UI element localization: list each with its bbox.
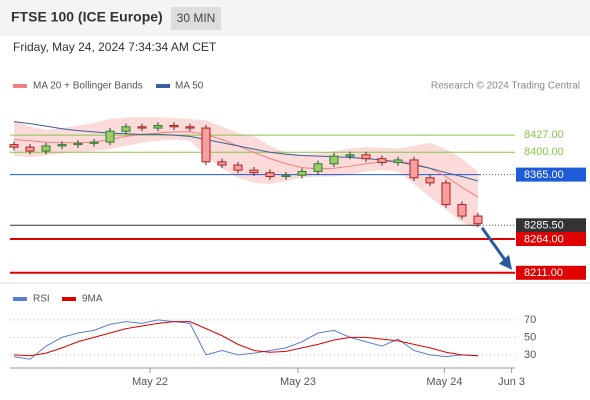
candle-body [473,215,483,225]
legend-label: RSI [33,294,50,305]
level-label: 8211.00 [524,267,563,279]
candle-body [297,170,307,176]
candle-body [153,125,163,129]
x-tick-label: Jun 3 [498,376,525,388]
candle-body [233,164,243,171]
candle-body [265,172,275,178]
timeframe-tag [171,7,221,30]
level-label: 8285.50 [524,220,564,232]
candle-body [441,182,451,206]
forecast-arrowhead [499,254,512,270]
candle-body [9,144,19,148]
legend-swatch [13,297,27,301]
level-label: 8400.00 [524,146,564,158]
candle-body [361,154,371,160]
legend-label: 9MA [82,294,103,305]
candle-body [457,204,467,217]
level-box [516,265,586,280]
x-tick-label: May 24 [426,376,462,388]
level-box [516,232,586,247]
candle-body [329,155,339,165]
header-bar [0,0,590,36]
candle-body [57,144,67,147]
candle-body [249,169,259,174]
candle-body [217,161,227,166]
rsi-line [13,321,479,357]
candle-body [313,163,323,172]
candle-body [425,177,435,184]
chart-title: FTSE 100 (ICE Europe) [11,9,163,25]
candle-body [281,174,291,178]
legend-label: MA 50 [175,81,204,92]
candle-body [393,159,403,163]
rsi-tick-label: 50 [524,331,536,343]
candle-body [169,125,179,128]
timeframe: 30 MIN [177,11,216,25]
candle-body [377,158,387,163]
level-box [516,218,586,233]
level-label: 8427.00 [524,129,564,141]
candle-body [201,127,211,163]
candle-body [185,126,195,129]
candle-body [89,141,99,144]
level-label: 8365.00 [524,169,564,181]
date: Friday, May 24, 2024 7:34:34 AM CET [13,40,217,54]
bollinger-band [14,117,478,229]
level-box [516,167,586,182]
copyright: Research © 2024 Trading Central [431,81,580,92]
candle-body [137,126,147,129]
rsi-line [13,319,479,360]
forecast-arrow [480,226,509,264]
legend-swatch [156,84,170,88]
legend-label: MA 20 + Bollinger Bands [33,81,143,92]
x-tick-label: May 23 [280,376,316,388]
candle-body [105,130,115,143]
rsi-tick-label: 70 [524,314,536,326]
candle-body [345,154,355,157]
candle-body [73,142,83,146]
candle-body [409,159,419,179]
legend-swatch [13,84,27,88]
legend-swatch [62,297,76,301]
candle-body [41,145,51,152]
candle-body [25,146,35,152]
candle-body [121,126,131,132]
rsi-tick-label: 30 [524,349,536,361]
x-tick-label: May 22 [132,376,168,388]
level-label: 8264.00 [524,233,564,245]
